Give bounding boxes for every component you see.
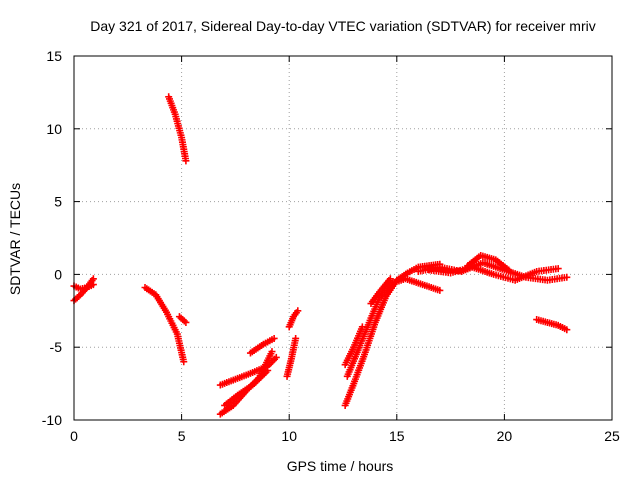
- y-tick-label: 5: [54, 194, 62, 210]
- y-axis-label: SDTVAR / TECUs: [7, 183, 23, 295]
- series-seg-f3: [341, 323, 366, 369]
- data-point: [270, 334, 278, 342]
- series-seg-f4: [367, 275, 394, 308]
- x-tick-label: 15: [389, 428, 405, 444]
- data-point: [563, 273, 571, 281]
- y-tick-label: 15: [46, 48, 62, 64]
- data-point: [272, 353, 280, 361]
- chart-title: Day 321 of 2017, Sidereal Day-to-day VTE…: [90, 18, 595, 34]
- data-point: [89, 281, 97, 289]
- data-point: [436, 286, 444, 294]
- x-tick-label: 25: [604, 428, 620, 444]
- x-tick-label: 5: [178, 428, 186, 444]
- data-point: [182, 318, 190, 326]
- x-tick-label: 0: [70, 428, 78, 444]
- series-seg-g2: [425, 263, 562, 284]
- series-seg-e: [283, 334, 300, 380]
- series-seg-c: [141, 284, 188, 366]
- series-seg-c2: [175, 313, 190, 326]
- series-seg-d4: [246, 334, 278, 357]
- y-tick-label: 10: [46, 121, 62, 137]
- data-point: [292, 334, 300, 342]
- data-point: [182, 157, 190, 165]
- y-tick-label: -5: [50, 339, 63, 355]
- series-seg-f2: [343, 275, 444, 380]
- series-seg-g3: [464, 251, 513, 274]
- data-point: [180, 358, 188, 366]
- data-point: [554, 265, 562, 273]
- y-tick-label: -10: [42, 412, 62, 428]
- series-seg-h: [533, 316, 571, 334]
- data-point: [505, 266, 513, 274]
- x-tick-label: 10: [281, 428, 297, 444]
- series-seg-d2: [216, 353, 280, 389]
- plot-frame: [73, 55, 613, 421]
- data-point: [264, 366, 272, 374]
- series-seg-b: [165, 93, 190, 165]
- data-point: [268, 348, 276, 356]
- x-tick-label: 20: [497, 428, 513, 444]
- data-point: [563, 326, 571, 334]
- tick-labels: 0 5 10 15 20 25 -10 -5 0 5 10 15: [42, 48, 620, 444]
- series-seg-e2: [285, 307, 302, 331]
- x-axis-label: GPS time / hours: [287, 458, 394, 474]
- data-points: [70, 93, 571, 418]
- series-seg-d3: [221, 366, 272, 409]
- data-point: [358, 323, 366, 331]
- data-point: [294, 307, 302, 315]
- axes: [73, 55, 613, 421]
- data-point: [386, 275, 394, 283]
- y-tick-label: 0: [54, 266, 62, 282]
